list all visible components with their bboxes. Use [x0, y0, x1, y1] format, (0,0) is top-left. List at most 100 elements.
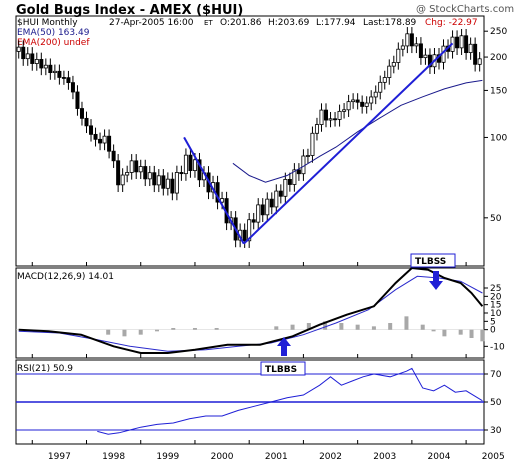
rsi-y-tick-50-label: 50 [490, 398, 502, 408]
price-candle-body [414, 43, 419, 47]
macd-histogram-bar [192, 328, 197, 330]
rsi-y-tick-30-label: 30 [490, 426, 502, 436]
price-candle-body [111, 150, 116, 162]
macd-y-tick-5-label: 5 [490, 317, 496, 327]
macd-histogram-bar [154, 329, 159, 332]
tlbbs-box [260, 361, 306, 376]
price-candle-body [61, 77, 66, 79]
price-candle-body [278, 190, 283, 197]
price-candle-body [93, 133, 98, 140]
price-candle-body [382, 77, 387, 83]
x-tick-label-2003: 2003 [373, 452, 396, 462]
price-candle-body [310, 132, 315, 156]
price-candle-body [134, 160, 139, 173]
tlbbs-arrow-icon [277, 337, 291, 356]
macd-signal-line [18, 275, 483, 352]
trendline-2 [243, 42, 454, 245]
macd-histogram-bar [371, 326, 376, 330]
price-candle-body [369, 96, 374, 104]
watermark: @ StockCharts.com [416, 4, 514, 15]
price-candle-body [183, 154, 188, 175]
price-candle-body [387, 65, 392, 78]
price-candle-body [409, 33, 414, 47]
price-candle-body [57, 70, 62, 78]
tlbbs-annotation: TLBBS [260, 337, 306, 376]
price-candle-body [342, 109, 347, 112]
quote-last: Last:178.89 [363, 18, 417, 28]
price-candle-body [98, 138, 103, 144]
price-candle-body [30, 53, 35, 64]
price-candle-body [156, 175, 161, 186]
macd-histogram-bar [274, 326, 279, 330]
x-tick-label-1998: 1998 [102, 452, 125, 462]
price-candle-body [396, 48, 401, 63]
price-candle-body [16, 46, 21, 52]
price-y-tick-50-label: 50 [490, 214, 502, 224]
ema50-line [232, 79, 483, 183]
x-axis: 1997 1998 1999 2000 2001 2002 2003 2004 2005 [31, 262, 505, 462]
ema50-label: EMA(50) 163.49 [17, 28, 90, 38]
price-candle-body [319, 109, 324, 125]
price-candle-body [174, 172, 179, 194]
price-candle-body [192, 159, 197, 171]
price-y-tick-250-label: 250 [490, 27, 507, 37]
price-candle-body [179, 172, 184, 175]
price-candle-body [305, 155, 310, 157]
price-candle-body [455, 36, 460, 49]
price-y-tick-150-label: 150 [490, 86, 507, 96]
price-candle-body [170, 178, 175, 194]
quote-date-suffix: ET [204, 19, 213, 27]
tlbss-arrow-icon [429, 271, 443, 290]
x-tick-label-2005: 2005 [482, 452, 505, 462]
x-tick-label-2001: 2001 [265, 452, 288, 462]
tlbss-label: TLBSS [415, 257, 446, 267]
macd-line [18, 266, 484, 354]
x-tick-label-2002: 2002 [319, 452, 342, 462]
macd-histogram-bar [138, 329, 143, 335]
price-candle-body [138, 166, 143, 173]
price-candle-body [256, 204, 261, 223]
price-candle-body [165, 178, 170, 189]
price-candle-body [251, 219, 256, 223]
price-candle-body [292, 169, 297, 185]
price-candle-body [143, 166, 148, 180]
macd-histogram-bar [480, 329, 485, 342]
quote-high: H:203.69 [268, 18, 310, 28]
price-candle-body [25, 53, 30, 60]
price-candle-body [351, 99, 356, 103]
price-candle-body [400, 45, 405, 50]
quote-change: Chg: -22.97 [425, 18, 478, 28]
price-candle-body [152, 172, 157, 186]
macd-histogram-bar [355, 324, 360, 330]
price-candle-body [473, 43, 478, 65]
price-candle-body [427, 54, 432, 68]
macd-histogram-bar [431, 329, 436, 332]
price-candle-body [283, 178, 288, 197]
price-candle-body [43, 64, 48, 69]
trendline-1 [183, 136, 245, 245]
macd-histogram-bar [106, 329, 111, 335]
price-candle-body [125, 172, 130, 176]
price-candle-body [147, 172, 152, 180]
quote-open: O:201.86 [220, 18, 262, 28]
x-tick-label-2000: 2000 [211, 452, 234, 462]
macd-y-tick-20-label: 20 [490, 292, 502, 302]
price-candle-body [242, 229, 247, 242]
price-candle-body [70, 82, 75, 93]
rsi-panel: 30 50 70 [16, 367, 502, 436]
macd-histogram-bar [469, 329, 474, 338]
price-y-tick-200-label: 200 [490, 53, 507, 63]
price-candle-body [48, 64, 53, 74]
price-candle-body [373, 91, 378, 98]
price-candle-body [418, 43, 423, 59]
tlbbs-label: TLBBS [265, 365, 297, 375]
macd-y-tick-10-label: 10 [490, 309, 502, 319]
price-candle-body [34, 59, 39, 64]
price-candle-body [287, 178, 292, 185]
macd-histogram-bar [339, 323, 344, 330]
tlbss-annotation: TLBSS [410, 253, 456, 290]
price-candle-body [107, 135, 112, 152]
rsi-y-tick-70-label: 70 [490, 370, 502, 380]
